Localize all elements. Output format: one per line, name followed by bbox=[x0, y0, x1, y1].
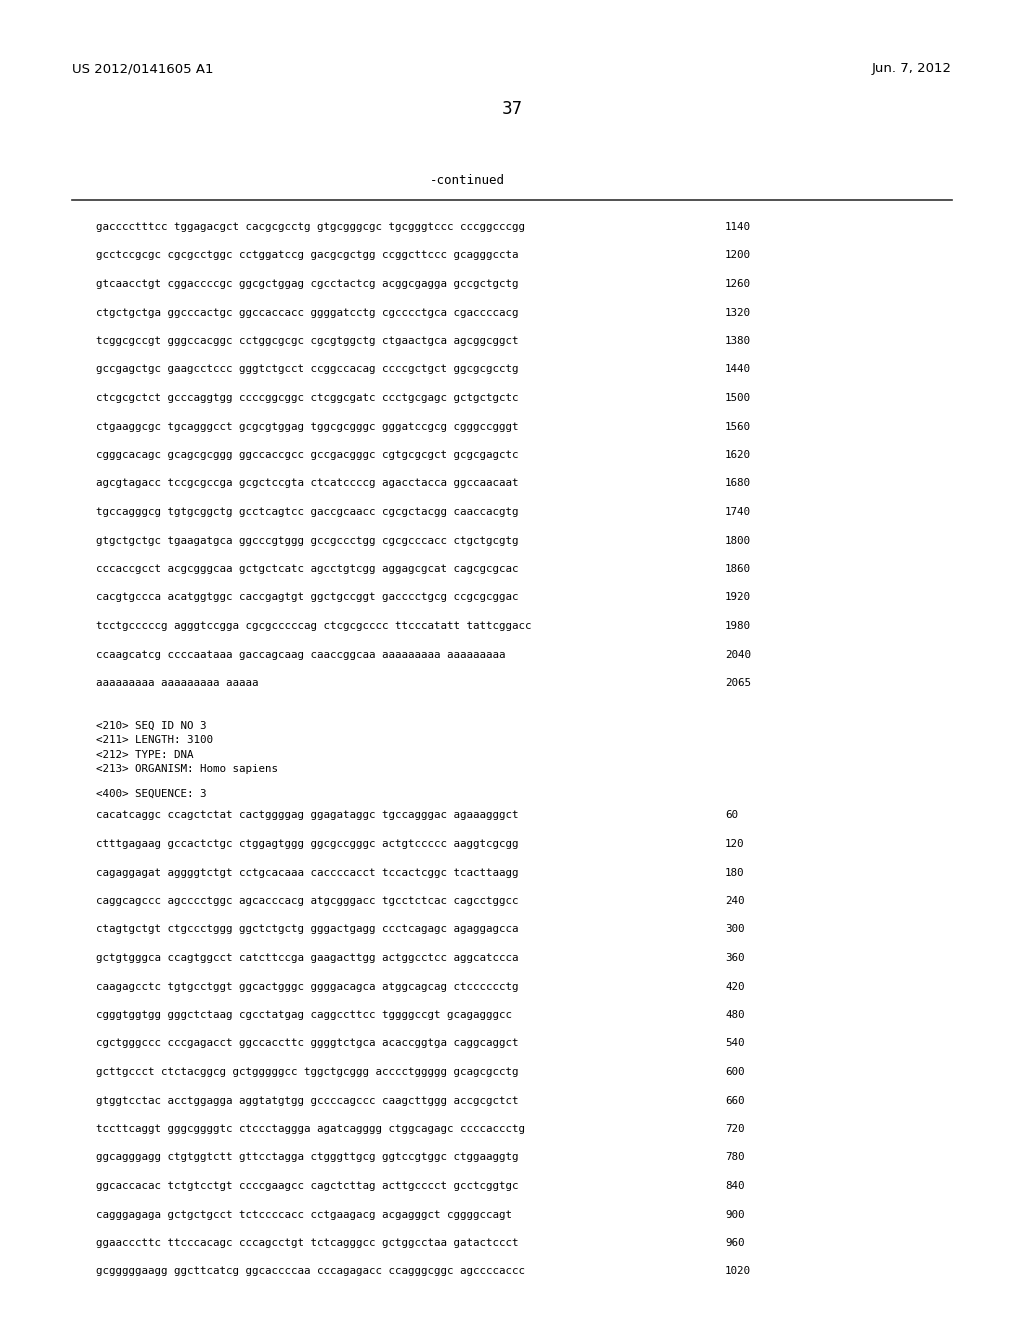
Text: gcgggggaagg ggcttcatcg ggcaccccaa cccagagacc ccagggcggc agccccaccc: gcgggggaagg ggcttcatcg ggcaccccaa cccaga… bbox=[96, 1266, 525, 1276]
Text: cgctgggccc cccgagacct ggccaccttc ggggtctgca acaccggtga caggcaggct: cgctgggccc cccgagacct ggccaccttc ggggtct… bbox=[96, 1039, 518, 1048]
Text: 1620: 1620 bbox=[725, 450, 751, 459]
Text: gccgagctgc gaagcctccc gggtctgcct ccggccacag ccccgctgct ggcgcgcctg: gccgagctgc gaagcctccc gggtctgcct ccggcca… bbox=[96, 364, 518, 375]
Text: <212> TYPE: DNA: <212> TYPE: DNA bbox=[96, 750, 194, 759]
Text: gtgctgctgc tgaagatgca ggcccgtggg gccgccctgg cgcgcccacc ctgctgcgtg: gtgctgctgc tgaagatgca ggcccgtggg gccgccc… bbox=[96, 536, 518, 545]
Text: gcttgccct ctctacggcg gctgggggcc tggctgcggg acccctggggg gcagcgcctg: gcttgccct ctctacggcg gctgggggcc tggctgcg… bbox=[96, 1067, 518, 1077]
Text: 600: 600 bbox=[725, 1067, 744, 1077]
Text: 660: 660 bbox=[725, 1096, 744, 1106]
Text: caagagcctc tgtgcctggt ggcactgggc ggggacagca atggcagcag ctcccccctg: caagagcctc tgtgcctggt ggcactgggc ggggaca… bbox=[96, 982, 518, 991]
Text: 1440: 1440 bbox=[725, 364, 751, 375]
Text: 1560: 1560 bbox=[725, 421, 751, 432]
Text: ccaagcatcg ccccaataaa gaccagcaag caaccggcaa aaaaaaaaa aaaaaaaaa: ccaagcatcg ccccaataaa gaccagcaag caaccgg… bbox=[96, 649, 506, 660]
Text: 420: 420 bbox=[725, 982, 744, 991]
Text: 120: 120 bbox=[725, 840, 744, 849]
Text: US 2012/0141605 A1: US 2012/0141605 A1 bbox=[72, 62, 213, 75]
Text: ctgaaggcgc tgcagggcct gcgcgtggag tggcgcgggc gggatccgcg cgggccgggt: ctgaaggcgc tgcagggcct gcgcgtggag tggcgcg… bbox=[96, 421, 518, 432]
Text: ggaacccttc ttcccacagc cccagcctgt tctcagggcc gctggcctaa gatactccct: ggaacccttc ttcccacagc cccagcctgt tctcagg… bbox=[96, 1238, 518, 1247]
Text: 360: 360 bbox=[725, 953, 744, 964]
Text: 180: 180 bbox=[725, 867, 744, 878]
Text: cccaccgcct acgcgggcaa gctgctcatc agcctgtcgg aggagcgcat cagcgcgcac: cccaccgcct acgcgggcaa gctgctcatc agcctgt… bbox=[96, 564, 518, 574]
Text: ggcagggagg ctgtggtctt gttcctagga ctgggttgcg ggtccgtggc ctggaaggtg: ggcagggagg ctgtggtctt gttcctagga ctgggtt… bbox=[96, 1152, 518, 1163]
Text: gctgtgggca ccagtggcct catcttccga gaagacttgg actggcctcc aggcatccca: gctgtgggca ccagtggcct catcttccga gaagact… bbox=[96, 953, 518, 964]
Text: 1380: 1380 bbox=[725, 337, 751, 346]
Text: -continued: -continued bbox=[430, 174, 505, 187]
Text: 1140: 1140 bbox=[725, 222, 751, 232]
Text: 37: 37 bbox=[502, 100, 522, 117]
Text: tcggcgccgt gggccacggc cctggcgcgc cgcgtggctg ctgaactgca agcggcggct: tcggcgccgt gggccacggc cctggcgcgc cgcgtgg… bbox=[96, 337, 518, 346]
Text: tgccagggcg tgtgcggctg gcctcagtcc gaccgcaacc cgcgctacgg caaccacgtg: tgccagggcg tgtgcggctg gcctcagtcc gaccgca… bbox=[96, 507, 518, 517]
Text: 1980: 1980 bbox=[725, 620, 751, 631]
Text: 1200: 1200 bbox=[725, 251, 751, 260]
Text: cgggcacagc gcagcgcggg ggccaccgcc gccgacgggc cgtgcgcgct gcgcgagctc: cgggcacagc gcagcgcggg ggccaccgcc gccgacg… bbox=[96, 450, 518, 459]
Text: 720: 720 bbox=[725, 1125, 744, 1134]
Text: gtcaacctgt cggaccccgc ggcgctggag cgcctactcg acggcgagga gccgctgctg: gtcaacctgt cggaccccgc ggcgctggag cgcctac… bbox=[96, 279, 518, 289]
Text: Jun. 7, 2012: Jun. 7, 2012 bbox=[872, 62, 952, 75]
Text: tcctgcccccg agggtccgga cgcgcccccag ctcgcgcccc ttcccatatt tattcggacc: tcctgcccccg agggtccgga cgcgcccccag ctcgc… bbox=[96, 620, 531, 631]
Text: <210> SEQ ID NO 3: <210> SEQ ID NO 3 bbox=[96, 721, 207, 730]
Text: 300: 300 bbox=[725, 924, 744, 935]
Text: tccttcaggt gggcggggtc ctccctaggga agatcagggg ctggcagagc ccccaccctg: tccttcaggt gggcggggtc ctccctaggga agatca… bbox=[96, 1125, 525, 1134]
Text: cagggagaga gctgctgcct tctccccacc cctgaagacg acgagggct cggggccagt: cagggagaga gctgctgcct tctccccacc cctgaag… bbox=[96, 1209, 512, 1220]
Text: 1740: 1740 bbox=[725, 507, 751, 517]
Text: cacatcaggc ccagctctat cactggggag ggagataggc tgccagggac agaaagggct: cacatcaggc ccagctctat cactggggag ggagata… bbox=[96, 810, 518, 821]
Text: 540: 540 bbox=[725, 1039, 744, 1048]
Text: agcgtagacc tccgcgccga gcgctccgta ctcatccccg agacctacca ggccaacaat: agcgtagacc tccgcgccga gcgctccgta ctcatcc… bbox=[96, 479, 518, 488]
Text: ctttgagaag gccactctgc ctggagtggg ggcgccgggc actgtccccc aaggtcgcgg: ctttgagaag gccactctgc ctggagtggg ggcgccg… bbox=[96, 840, 518, 849]
Text: <400> SEQUENCE: 3: <400> SEQUENCE: 3 bbox=[96, 788, 207, 799]
Text: 900: 900 bbox=[725, 1209, 744, 1220]
Text: ctagtgctgt ctgccctggg ggctctgctg gggactgagg ccctcagagc agaggagcca: ctagtgctgt ctgccctggg ggctctgctg gggactg… bbox=[96, 924, 518, 935]
Text: <211> LENGTH: 3100: <211> LENGTH: 3100 bbox=[96, 735, 213, 744]
Text: 1320: 1320 bbox=[725, 308, 751, 318]
Text: 1020: 1020 bbox=[725, 1266, 751, 1276]
Text: 1260: 1260 bbox=[725, 279, 751, 289]
Text: ctgctgctga ggcccactgc ggccaccacc ggggatcctg cgcccctgca cgaccccacg: ctgctgctga ggcccactgc ggccaccacc ggggatc… bbox=[96, 308, 518, 318]
Text: 1860: 1860 bbox=[725, 564, 751, 574]
Text: cagaggagat aggggtctgt cctgcacaaa caccccacct tccactcggc tcacttaagg: cagaggagat aggggtctgt cctgcacaaa cacccca… bbox=[96, 867, 518, 878]
Text: gcctccgcgc cgcgcctggc cctggatccg gacgcgctgg ccggcttccc gcagggccta: gcctccgcgc cgcgcctggc cctggatccg gacgcgc… bbox=[96, 251, 518, 260]
Text: ggcaccacac tctgtcctgt ccccgaagcc cagctcttag acttgcccct gcctcggtgc: ggcaccacac tctgtcctgt ccccgaagcc cagctct… bbox=[96, 1181, 518, 1191]
Text: 1800: 1800 bbox=[725, 536, 751, 545]
Text: aaaaaaaaa aaaaaaaaa aaaaa: aaaaaaaaa aaaaaaaaa aaaaa bbox=[96, 678, 258, 688]
Text: 60: 60 bbox=[725, 810, 738, 821]
Text: 2040: 2040 bbox=[725, 649, 751, 660]
Text: 840: 840 bbox=[725, 1181, 744, 1191]
Text: caggcagccc agcccctggc agcacccacg atgcgggacc tgcctctcac cagcctggcc: caggcagccc agcccctggc agcacccacg atgcggg… bbox=[96, 896, 518, 906]
Text: cgggtggtgg gggctctaag cgcctatgag caggccttcc tggggccgt gcagagggcc: cgggtggtgg gggctctaag cgcctatgag caggcct… bbox=[96, 1010, 512, 1020]
Text: 480: 480 bbox=[725, 1010, 744, 1020]
Text: 1500: 1500 bbox=[725, 393, 751, 403]
Text: cacgtgccca acatggtggc caccgagtgt ggctgccggt gacccctgcg ccgcgcggac: cacgtgccca acatggtggc caccgagtgt ggctgcc… bbox=[96, 593, 518, 602]
Text: 1680: 1680 bbox=[725, 479, 751, 488]
Text: 240: 240 bbox=[725, 896, 744, 906]
Text: gtggtcctac acctggagga aggtatgtgg gccccagccc caagcttggg accgcgctct: gtggtcctac acctggagga aggtatgtgg gccccag… bbox=[96, 1096, 518, 1106]
Text: 2065: 2065 bbox=[725, 678, 751, 688]
Text: 1920: 1920 bbox=[725, 593, 751, 602]
Text: 960: 960 bbox=[725, 1238, 744, 1247]
Text: ctcgcgctct gcccaggtgg ccccggcggc ctcggcgatc ccctgcgagc gctgctgctc: ctcgcgctct gcccaggtgg ccccggcggc ctcggcg… bbox=[96, 393, 518, 403]
Text: 780: 780 bbox=[725, 1152, 744, 1163]
Text: <213> ORGANISM: Homo sapiens: <213> ORGANISM: Homo sapiens bbox=[96, 764, 278, 774]
Text: gacccctttcc tggagacgct cacgcgcctg gtgcgggcgc tgcgggtccc cccggcccgg: gacccctttcc tggagacgct cacgcgcctg gtgcgg… bbox=[96, 222, 525, 232]
